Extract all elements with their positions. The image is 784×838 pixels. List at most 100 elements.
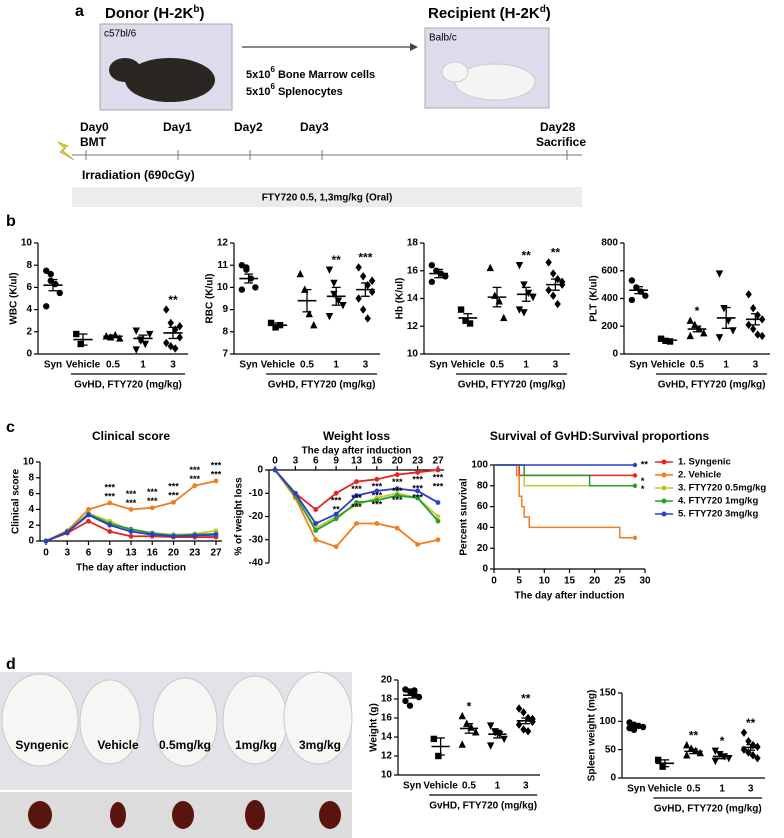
x-tick-label: 0 xyxy=(491,576,497,587)
x-tick-label: Syn xyxy=(239,360,257,371)
data-point xyxy=(435,518,441,524)
significance: *** xyxy=(433,481,444,491)
data-point xyxy=(529,714,536,724)
significance: ** xyxy=(522,248,532,262)
data-point xyxy=(149,532,155,538)
data-point xyxy=(43,303,50,310)
x-tick-label: 20 xyxy=(589,576,601,587)
data-point xyxy=(132,327,140,335)
data-point xyxy=(354,493,359,498)
significance: *** xyxy=(104,491,115,501)
significance: ** xyxy=(689,728,699,742)
x-tick-label: 0 xyxy=(272,456,278,467)
y-tick-label: 8 xyxy=(26,260,32,271)
y-axis-label: RBC (K/ul) xyxy=(205,274,216,324)
data-point xyxy=(333,544,339,550)
data-point xyxy=(167,318,174,328)
significance: ** xyxy=(746,716,756,730)
data-point xyxy=(715,334,724,342)
data-point xyxy=(529,293,537,302)
significance: * xyxy=(720,734,725,748)
y-tick-label: 50 xyxy=(605,744,617,755)
data-point xyxy=(435,467,441,473)
data-point xyxy=(745,320,752,330)
photo-label: Syngenic xyxy=(15,738,69,752)
data-point xyxy=(73,330,80,338)
data-point xyxy=(486,263,494,272)
significance: ** xyxy=(641,459,649,469)
data-point xyxy=(313,537,319,543)
y-tick-label: 12 xyxy=(217,238,229,249)
data-point xyxy=(749,304,757,313)
mouse xyxy=(441,61,469,83)
timeline-ticks xyxy=(85,150,568,160)
data-point xyxy=(252,284,259,291)
data-point xyxy=(163,338,170,348)
data-point xyxy=(686,331,694,340)
data-point xyxy=(107,522,113,528)
data-point xyxy=(628,296,636,304)
data-point xyxy=(238,286,246,293)
data-point xyxy=(172,344,179,353)
significance: *** xyxy=(351,484,362,494)
significance: *** xyxy=(147,487,158,497)
data-point xyxy=(313,528,319,533)
legend-marker xyxy=(661,498,667,504)
legend-marker xyxy=(661,459,667,465)
data-point xyxy=(415,469,421,475)
y-axis-label: WBC (K/ul) xyxy=(9,272,20,324)
significance: *** xyxy=(372,500,383,510)
data-point xyxy=(86,507,91,512)
data-point xyxy=(515,720,523,729)
data-point xyxy=(310,320,318,329)
x-tick-label: Syn xyxy=(627,784,645,795)
legend-label: 2. Vehicle xyxy=(678,470,721,481)
data-point xyxy=(339,301,347,310)
significance: * xyxy=(695,304,700,318)
x-tick-label: 3 xyxy=(748,784,754,795)
group-label: GvHD, FTY720 (mg/kg) xyxy=(654,804,762,815)
treatment: FTY720 0.5, 1,3mg/kg (Oral) xyxy=(262,193,393,204)
data-point xyxy=(683,751,691,759)
data-point xyxy=(374,521,380,526)
data-point xyxy=(394,486,400,491)
x-tick-label: 23 xyxy=(412,456,424,467)
x-tick-label: Syn xyxy=(429,360,447,371)
photo-label: Vehicle xyxy=(97,738,139,752)
data-point xyxy=(107,500,113,506)
group-label: GvHD, FTY720 (mg/kg) xyxy=(74,380,182,391)
data-point xyxy=(325,313,334,321)
data-point xyxy=(549,291,557,300)
photo-label: 1mg/kg xyxy=(235,738,277,752)
significance: *** xyxy=(372,491,383,501)
x-tick-label: 6 xyxy=(313,456,319,467)
significance: *** xyxy=(211,469,222,479)
data-point xyxy=(642,292,649,299)
data-point xyxy=(715,270,724,278)
y-tick-label: 100 xyxy=(599,716,616,727)
x-tick-label: 25 xyxy=(614,576,626,587)
y-tick-label: 18 xyxy=(407,238,419,249)
data-point xyxy=(56,289,63,297)
x-tick-label: 3 xyxy=(523,781,529,792)
data-point xyxy=(720,305,728,313)
data-point xyxy=(359,272,367,281)
x-tick-label: 3 xyxy=(363,360,369,371)
chart-title: Clinical score xyxy=(92,429,170,443)
data-point xyxy=(292,490,298,496)
data-point xyxy=(394,493,400,498)
data-point xyxy=(176,333,183,342)
significance: ** xyxy=(332,253,342,267)
data-point xyxy=(333,490,339,496)
significance: ** xyxy=(333,505,341,515)
data-point xyxy=(354,521,359,526)
x-tick-label: 3 xyxy=(293,456,299,467)
data-point xyxy=(355,294,362,303)
photo-label: 3mg/kg xyxy=(299,738,341,752)
data-point xyxy=(415,542,421,547)
data-point xyxy=(500,313,508,322)
x-tick-label: 9 xyxy=(333,456,339,467)
x-tick-label: 13 xyxy=(125,548,137,559)
y-tick-label: 100 xyxy=(471,460,488,471)
y-tick-label: 6 xyxy=(28,488,34,499)
